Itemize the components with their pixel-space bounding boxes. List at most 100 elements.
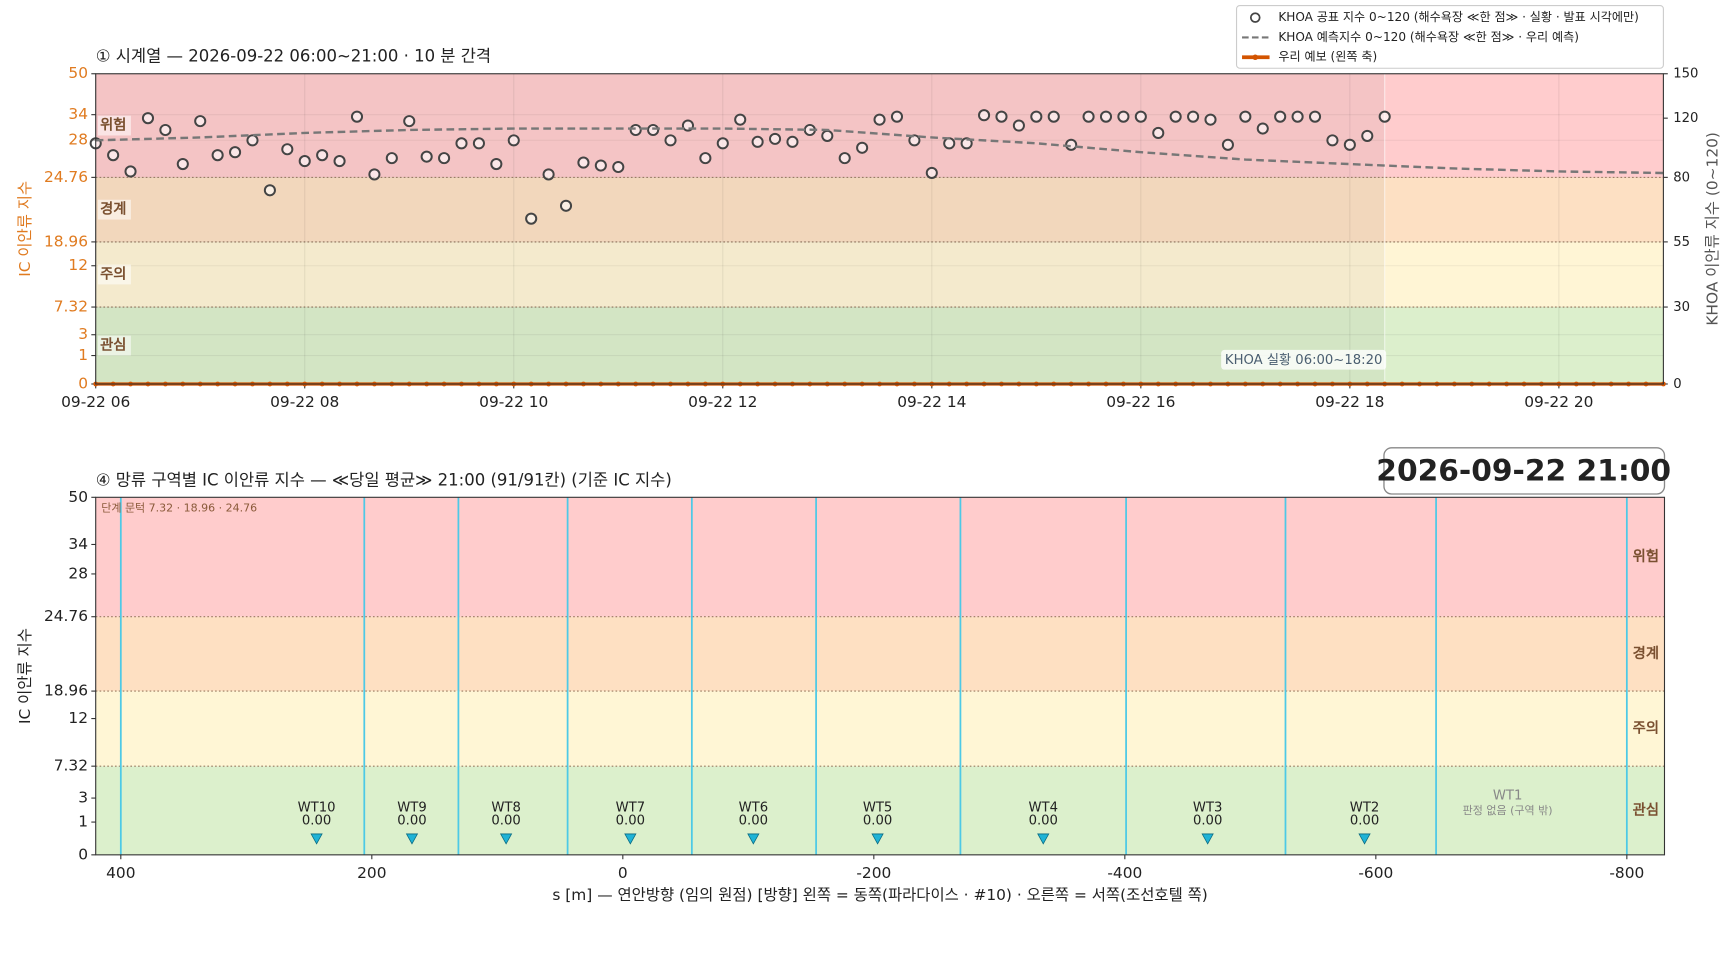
- y-tick-label: 50: [68, 488, 88, 506]
- band-label-bg: [97, 264, 131, 285]
- data-point: [734, 113, 747, 126]
- data-point: [978, 109, 991, 122]
- data-point: [838, 152, 851, 165]
- data-point: [1326, 134, 1339, 147]
- y-tick-label: 12: [68, 709, 88, 727]
- threshold-note: 단계 문턱 7.32 · 18.96 · 24.76: [101, 501, 257, 514]
- data-point: [943, 137, 956, 150]
- data-point: [1187, 110, 1200, 123]
- y-tick-label: 7.32: [54, 757, 88, 775]
- zone-value-label: 0.00: [739, 814, 768, 829]
- zone-value-label: 판정 없음 (구역 밖): [1463, 804, 1553, 817]
- data-point: [1012, 119, 1025, 132]
- plot-frame: [95, 73, 1664, 385]
- y-tick-label: 0: [78, 374, 88, 392]
- data-point: [716, 137, 729, 150]
- band-label: 경계: [1633, 644, 1659, 662]
- data-point: [1047, 110, 1060, 123]
- band-label-bg: [97, 335, 131, 356]
- band-label: 위험: [100, 117, 126, 134]
- data-point: [1030, 110, 1043, 123]
- data-point: [577, 156, 590, 169]
- data-point: [612, 160, 625, 174]
- y-tick-label: 12: [68, 256, 88, 274]
- data-point: [751, 135, 764, 148]
- zone-marker: [747, 833, 760, 845]
- data-point: [490, 157, 503, 171]
- x-tick-label: 09-22 14: [897, 393, 966, 411]
- data-point: [420, 150, 433, 163]
- zone-name: WT9: [397, 801, 426, 816]
- y2-axis-label: KHOA 이안류 지수 (0~120): [1703, 132, 1721, 326]
- zone-name: WT2: [1350, 801, 1380, 816]
- y-tick-label: 34: [68, 105, 88, 123]
- data-point: [124, 165, 137, 178]
- y-tick-label: 1: [78, 346, 88, 364]
- x-tick-label: -200: [856, 864, 891, 882]
- x-tick-label: 09-22 18: [1315, 393, 1384, 411]
- data-point: [525, 212, 538, 225]
- data-point: [141, 112, 155, 125]
- data-point: [1099, 110, 1113, 123]
- data-point: [229, 146, 242, 159]
- data-point: [664, 134, 677, 147]
- x-axis-label: s [m] — 연안방향 (임의 원점) [방향] 왼쪽 = 동쪽(파라다이스 …: [552, 886, 1207, 904]
- annotation: KHOA 실황 06:00~18:20: [1225, 352, 1382, 368]
- y-tick-label: 3: [78, 325, 88, 343]
- zone-marker: [1037, 833, 1050, 845]
- y-tick-label: 24.76: [44, 168, 88, 186]
- zone-name: WT3: [1193, 801, 1223, 816]
- y2-tick-label: 55: [1673, 235, 1690, 250]
- zone-marker: [871, 833, 884, 845]
- band-label: 관심: [1633, 802, 1659, 819]
- level-band: [95, 616, 1665, 692]
- data-point: [350, 110, 364, 123]
- data-point: [263, 184, 276, 197]
- data-point: [438, 152, 451, 165]
- data-point: [368, 168, 381, 181]
- data-point: [629, 123, 642, 137]
- zone-name: WT4: [1029, 801, 1059, 816]
- data-point: [316, 149, 329, 162]
- y-tick-label: 3: [78, 789, 88, 807]
- zone-value-label: 0.00: [491, 814, 520, 829]
- legend-label: 우리 예보 (왼쪽 축): [1278, 50, 1377, 64]
- data-point: [211, 149, 224, 162]
- y2-tick-label: 80: [1673, 170, 1690, 185]
- data-point: [786, 135, 799, 148]
- x-tick-label: 0: [618, 864, 628, 882]
- legend-label: KHOA 예측지수 0~120 (해수욕장 ≪한 점≫ · 우리 예측): [1278, 30, 1579, 44]
- data-point: [856, 141, 869, 154]
- y-tick-label: 7.32: [54, 298, 88, 316]
- chart-title: ④ 망류 구역별 IC 이안류 지수 — ≪당일 평균≫ 21:00 (91/9…: [96, 470, 672, 489]
- zone-marker: [1201, 833, 1214, 845]
- zone-marker: [1358, 833, 1371, 845]
- data-point: [1082, 110, 1095, 123]
- y-axis-label: IC 이안류 지수: [16, 628, 34, 724]
- y-tick-label: 24.76: [44, 607, 88, 625]
- y2-tick-label: 150: [1673, 67, 1698, 82]
- data-point: [699, 152, 712, 165]
- data-point: [1117, 110, 1130, 123]
- y-tick-label: 18.96: [44, 232, 88, 250]
- data-point: [1239, 110, 1252, 123]
- zone-name: WT8: [491, 801, 521, 816]
- x-tick-label: 09-22 12: [688, 393, 757, 411]
- data-point: [1134, 110, 1147, 123]
- data-point: [1343, 138, 1356, 151]
- band-label-bg: [97, 115, 131, 136]
- data-point: [194, 115, 207, 128]
- data-point: [542, 168, 555, 181]
- level-band: [95, 691, 1665, 767]
- y2-tick-label: 0: [1673, 377, 1681, 392]
- level-band: [95, 177, 1664, 242]
- level-band: [95, 307, 1664, 384]
- level-band: [95, 241, 1664, 308]
- zone-name: WT5: [863, 801, 893, 816]
- data-point: [455, 137, 468, 150]
- zone-value-label: 0.00: [1193, 814, 1222, 829]
- x-tick-label: -800: [1609, 864, 1644, 882]
- zone-name: WT1: [1493, 788, 1523, 803]
- data-point: [1308, 110, 1322, 123]
